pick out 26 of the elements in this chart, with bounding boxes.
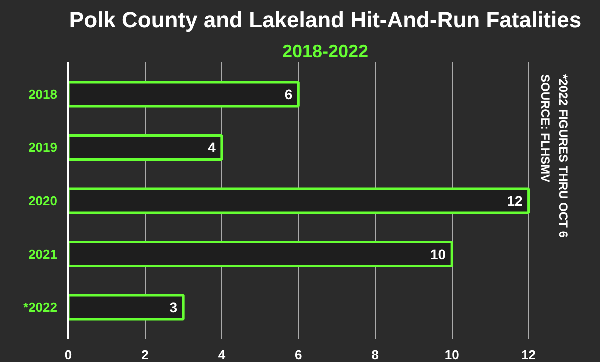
y-tick-label: 2018 <box>28 86 58 102</box>
y-tick-label: 2020 <box>28 194 58 208</box>
x-tick-label: 0 <box>64 348 72 362</box>
data-label: 3 <box>170 300 178 316</box>
x-tick-label: 10 <box>444 348 460 362</box>
bar <box>68 134 224 161</box>
x-tick-label: 2 <box>142 348 149 362</box>
bar <box>68 241 454 268</box>
bar <box>68 81 300 108</box>
data-label: 4 <box>208 140 216 156</box>
y-tick-label: 2019 <box>28 140 58 156</box>
bar <box>68 294 185 321</box>
x-tick-label: 4 <box>218 348 226 362</box>
bar <box>68 188 530 214</box>
x-tick-label: 8 <box>372 348 379 362</box>
chart-title: Polk County and Lakeland Hit-And-Run Fatalities <box>69 8 582 32</box>
data-label: 12 <box>507 193 524 209</box>
x-tick-label: 12 <box>522 348 536 362</box>
y-tick-label: *2022 <box>24 300 58 316</box>
data-label: 10 <box>430 246 446 262</box>
y-tick-label: 2021 <box>28 246 58 262</box>
x-tick-label: 6 <box>295 348 302 362</box>
annotation: *2022 FIGURES THRU OCT 6 <box>556 74 570 238</box>
data-label: 6 <box>284 86 293 102</box>
annotation: SOURCE: FLHSMV <box>538 74 552 182</box>
chart-subtitle: 2018-2022 <box>282 42 369 62</box>
